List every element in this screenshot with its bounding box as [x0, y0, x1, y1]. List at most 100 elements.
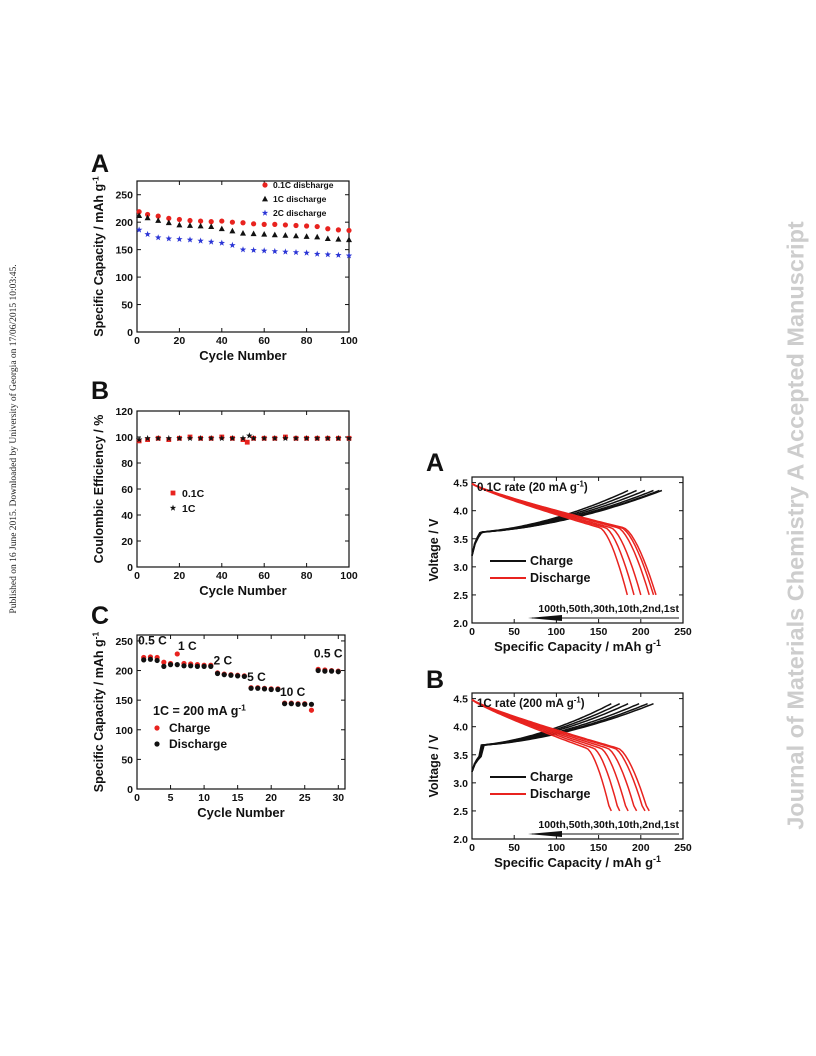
- data-point: [288, 701, 294, 707]
- data-point: [244, 439, 250, 445]
- data-point: [208, 238, 215, 245]
- data-point: [174, 662, 180, 668]
- panel-B1: B 0 20 40 60 80 100 0 20 40 60 80 100 120 Cycle Number…: [91, 377, 358, 598]
- x-axis-label: Specific Capacity / mAh g-1: [494, 638, 661, 654]
- y-tick-label: 3.5: [453, 534, 468, 546]
- data-point: [154, 657, 160, 664]
- series-01C-discharge: [136, 209, 352, 234]
- data-point: [197, 237, 204, 244]
- y-tick-label: 150: [115, 695, 133, 707]
- discharge-curve: [471, 483, 629, 596]
- cycle-arrow-head: [528, 615, 562, 621]
- tick-labels: 0 20 40 60 80 100 0 50 100 150 200 250: [115, 190, 357, 347]
- rate-definition: 1C = 200 mA g-1: [153, 702, 246, 718]
- x-tick-label: 0: [134, 792, 140, 804]
- data-point: [293, 222, 299, 229]
- data-point: [144, 214, 151, 221]
- x-axis-label: Specific Capacity / mAh g-1: [494, 854, 661, 870]
- y-tick-label: 4.5: [453, 694, 468, 706]
- rate-title: 1C rate (200 mA g-1): [477, 696, 585, 710]
- data-point: [250, 434, 257, 442]
- data-point: [261, 221, 267, 227]
- rate-title-close: ): [581, 698, 585, 710]
- data-point: [271, 231, 278, 238]
- panel-letter: B: [426, 666, 444, 694]
- y-axis-label-main: Specific Capacity / mAh g: [92, 639, 106, 792]
- legend: Charge Discharge: [490, 770, 590, 801]
- data-point: [229, 219, 235, 225]
- data-point: [147, 656, 154, 662]
- x-tick-label: 0: [134, 335, 140, 347]
- rate-title: 0.1C rate (20 mA g-1): [477, 480, 588, 494]
- x-tick-label: 80: [301, 335, 313, 347]
- data-point: [255, 685, 261, 691]
- legend-marker: [262, 195, 268, 202]
- data-point: [261, 231, 268, 237]
- data-point: [135, 226, 143, 233]
- y-tick-label: 200: [115, 217, 133, 229]
- charge-curve: [471, 703, 640, 772]
- data-point: [218, 225, 225, 232]
- x-axis-label-main: Specific Capacity / mAh g: [494, 639, 653, 654]
- data-point: [240, 220, 246, 226]
- legend-marker: [262, 182, 268, 188]
- data-point: [335, 669, 341, 675]
- y-tick-label: 100: [115, 432, 133, 444]
- y-tick-label: 3.0: [453, 778, 468, 790]
- x-tick-label: 15: [232, 792, 244, 804]
- legend-marker: [154, 741, 160, 747]
- y-tick-label: 80: [121, 458, 133, 470]
- data-point: [324, 251, 331, 258]
- legend-label: Discharge: [530, 787, 590, 801]
- cycle-order-label: 100th,50th,30th,10th,2nd,1st: [538, 819, 679, 831]
- data-point: [282, 222, 288, 228]
- data-point: [302, 701, 308, 707]
- data-point: [271, 434, 278, 442]
- y-tick-label: 0: [127, 327, 133, 339]
- data-point: [144, 230, 151, 237]
- data-point: [261, 247, 268, 254]
- data-point: [136, 209, 142, 215]
- data-point: [295, 701, 301, 707]
- tick-labels: 0 50 100 150 200 250 2.0 2.5 3.0 3.5 4.0 4.5: [453, 478, 692, 638]
- data-point: [198, 218, 204, 224]
- x-tick-label: 40: [216, 335, 228, 347]
- data-point: [240, 229, 246, 236]
- rate-title-close: ): [584, 482, 588, 494]
- data-point: [275, 686, 281, 693]
- panel-letter: B: [91, 377, 109, 405]
- y-tick-label: 4.0: [453, 506, 468, 518]
- legend-label: Charge: [530, 770, 573, 784]
- y-tick-label: 4.5: [453, 478, 468, 490]
- x-axis-label: Cycle Number: [199, 583, 286, 598]
- data-point: [165, 219, 172, 226]
- panel-C1: C 0 5 10 15 20 25 30 0 50 100 150 200 250 Cycle Number…: [90, 602, 346, 820]
- data-point: [176, 434, 183, 442]
- x-tick-label: 100: [548, 842, 566, 854]
- charge-curve: [471, 703, 612, 772]
- x-axis-label-superscript: -1: [653, 854, 661, 864]
- data-point: [248, 685, 254, 691]
- data-point: [197, 222, 204, 229]
- x-tick-label: 0: [134, 570, 140, 582]
- tick-labels: 0 50 100 150 200 250 2.0 2.5 3.0 3.5 4.0 4.5: [453, 694, 692, 854]
- y-tick-label: 3.0: [453, 562, 468, 574]
- y-tick-label: 150: [115, 245, 133, 257]
- data-point: [314, 233, 321, 240]
- y-tick-label: 120: [115, 406, 133, 418]
- data-point: [186, 434, 194, 442]
- y-tick-label: 60: [121, 484, 133, 496]
- data-point: [174, 651, 180, 657]
- y-axis-label: Voltage / V: [427, 518, 441, 582]
- data-point: [219, 218, 225, 224]
- data-point: [201, 663, 207, 669]
- data-point: [335, 227, 341, 233]
- panel-letter: A: [91, 150, 109, 178]
- data-point: [282, 248, 289, 255]
- x-axis-label: Cycle Number: [199, 348, 286, 363]
- data-point: [303, 233, 310, 239]
- y-tick-label: 2.0: [453, 834, 468, 846]
- y-tick-label: 4.0: [453, 722, 468, 734]
- charge-curve: [471, 489, 629, 556]
- data-point: [345, 434, 353, 442]
